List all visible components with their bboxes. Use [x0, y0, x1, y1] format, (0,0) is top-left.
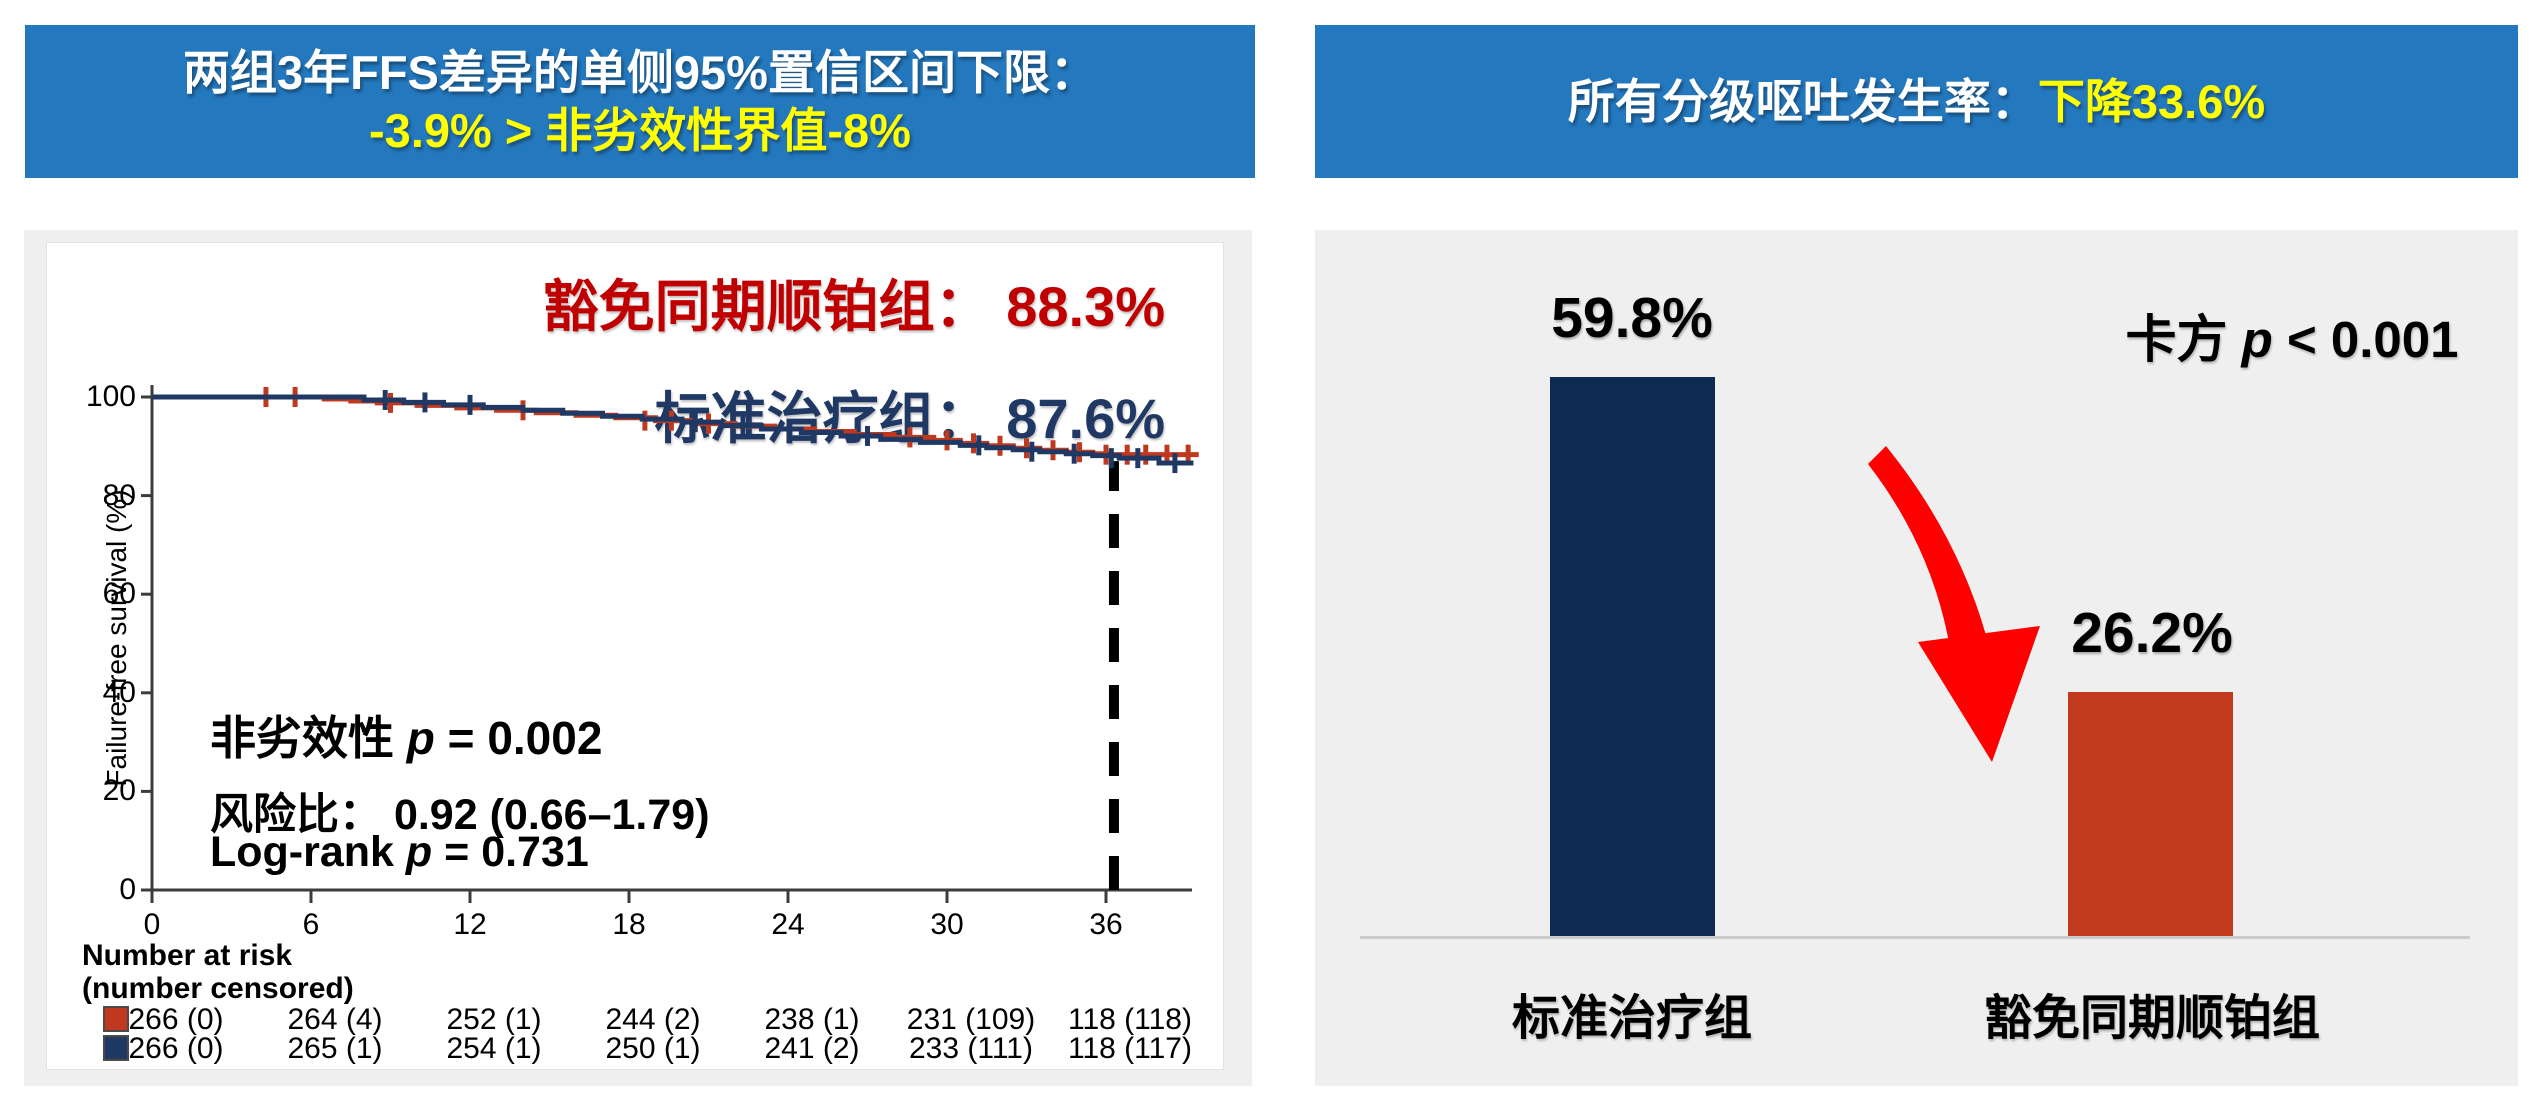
risk-cell: 266 (0): [128, 1003, 224, 1036]
logrank-p-symbol: p: [405, 828, 433, 876]
tick-label: 12: [453, 908, 487, 941]
noninf-p-symbol: p: [406, 712, 435, 764]
risk-cell: 118 (118): [1068, 1003, 1192, 1036]
chi-square-annotation: 卡方 p < 0.001: [2042, 298, 2542, 372]
tick-label: 40: [102, 675, 136, 709]
left-banner-line1: 两组3年FFS差异的单侧95%置信区间下限：: [183, 45, 1097, 99]
risk-cell: 265 (1): [287, 1032, 383, 1065]
tick-label: 36: [1089, 908, 1123, 941]
km-chart-card: [46, 242, 1224, 1070]
right-banner-white-text: 所有分级呕吐发生率：: [1567, 74, 2038, 128]
noninf-prefix: 非劣效性: [210, 712, 407, 764]
risk-cell: 266 (0): [128, 1032, 224, 1065]
bar-value-cisplatin-sparing: 26.2%: [2071, 601, 2233, 665]
noninferiority-p-annotation: 非劣效性 p = 0.002: [210, 702, 602, 768]
risk-cell: 241 (2): [764, 1032, 860, 1065]
tick-label: 20: [102, 774, 136, 808]
tick-label: 60: [102, 577, 136, 611]
risk-cell: 238 (1): [764, 1003, 860, 1036]
right-header-banner: 所有分级呕吐发生率：下降33.6%: [1315, 25, 2518, 178]
endpoint-label-cisplatin-sparing: 豁免同期顺铂组： 88.3%: [542, 275, 1165, 338]
risk-cell: 231 (109): [906, 1003, 1036, 1036]
left-banner-line2: -3.9% > 非劣效性界值-8%: [369, 103, 911, 157]
tick-label: 100: [85, 380, 136, 413]
tick-label: 30: [930, 908, 964, 941]
risk-legend-square-navy: [103, 1035, 129, 1061]
bar-category-cisplatin-sparing: 豁免同期顺铂组: [1983, 992, 2320, 1045]
logrank-p-annotation: Log-rank p = 0.731: [210, 828, 589, 877]
right-banner-line: 所有分级呕吐发生率：下降33.6%: [1568, 73, 2265, 131]
logrank-value: = 0.731: [432, 828, 589, 876]
hazard-ratio-annotation: 风险比： 0.92 (0.66–1.79): [210, 791, 710, 839]
risk-cell: 252 (1): [446, 1003, 542, 1036]
tick-label: 18: [612, 908, 646, 941]
endpoint-label-standard: 标准治疗组： 87.6%: [654, 387, 1165, 450]
risk-cell: 118 (117): [1068, 1032, 1192, 1065]
bar-baseline: [1360, 936, 2470, 939]
tick-label: 0: [119, 873, 136, 906]
bar-category-standard: 标准治疗组: [1511, 992, 1752, 1045]
bar-cisplatin-sparing-group: [2068, 692, 2233, 937]
logrank-prefix: Log-rank: [210, 828, 406, 876]
tick-label: 24: [771, 908, 805, 941]
risk-table-title: Number at risk: [82, 939, 293, 972]
bar-value-standard: 59.8%: [1551, 286, 1713, 350]
risk-cell: 254 (1): [446, 1032, 542, 1065]
right-banner-yellow-text: 下降33.6%: [2037, 74, 2266, 128]
chi-value: < 0.001: [2272, 311, 2459, 368]
risk-table-subtitle: (number censored): [82, 972, 354, 1005]
risk-legend-square-red: [103, 1006, 129, 1032]
noninf-value: = 0.002: [434, 712, 603, 764]
risk-cell: 244 (2): [605, 1003, 701, 1036]
risk-cell: 233 (111): [909, 1032, 1033, 1065]
chi-p-symbol: p: [2241, 311, 2273, 368]
left-header-banner: 两组3年FFS差异的单侧95%置信区间下限： -3.9% > 非劣效性界值-8%: [25, 25, 1255, 178]
risk-cell: 264 (4): [287, 1003, 383, 1036]
risk-cell: 250 (1): [605, 1032, 701, 1065]
tick-label: 0: [143, 908, 161, 941]
bar-standard-group: [1550, 377, 1715, 937]
tick-label: 6: [302, 908, 320, 941]
tick-label: 80: [102, 478, 136, 512]
chi-prefix: 卡方: [2125, 311, 2242, 368]
